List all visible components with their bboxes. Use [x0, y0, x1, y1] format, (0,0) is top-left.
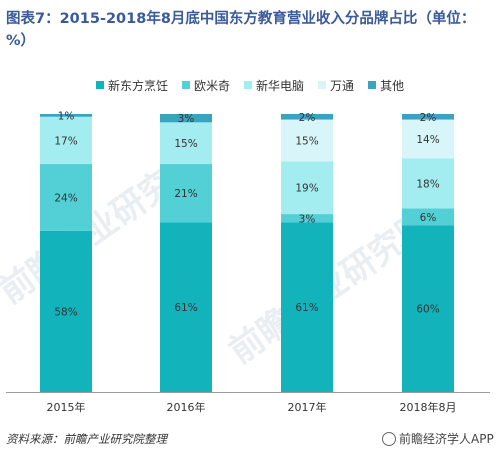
data-label-0-2: 17%	[54, 135, 77, 147]
data-label-2-4: 2%	[299, 112, 316, 124]
legend-item-0: 新东方烹饪	[96, 77, 168, 94]
legend-item-4: 其他	[368, 77, 404, 94]
data-label-0-4: 1%	[58, 110, 75, 122]
bar-2-3	[281, 119, 333, 162]
chart-legend: 新东方烹饪 欧米奇 新华电脑 万通 其他	[96, 76, 404, 94]
x-tick-label-0: 2015年	[47, 400, 86, 414]
data-label-1-0: 61%	[174, 302, 197, 314]
legend-swatch-3	[318, 81, 327, 89]
data-label-3-0: 60%	[416, 304, 439, 316]
legend-swatch-4	[368, 81, 377, 89]
data-label-3-2: 18%	[416, 179, 439, 191]
bar-3-4	[402, 114, 454, 120]
legend-label-0: 新东方烹饪	[108, 78, 169, 93]
bar-0-0	[40, 230, 92, 392]
data-label-3-1: 6%	[420, 212, 437, 224]
legend-swatch-2	[244, 81, 253, 89]
chart-title: 图表7：2015-2018年8月底中国东方教育营业收入分品牌占比（单位：%）	[6, 11, 476, 49]
data-label-0-1: 24%	[54, 192, 77, 204]
bar-2-2	[281, 161, 333, 215]
legend-item-3: 万通	[318, 77, 354, 94]
data-label-1-1: 21%	[174, 188, 197, 200]
data-label-1-4: 3%	[178, 113, 195, 125]
bar-3-3	[402, 119, 454, 159]
data-label-3-4: 2%	[420, 112, 437, 124]
bar-1-2	[160, 122, 212, 165]
bar-1-1	[160, 164, 212, 223]
bar-2-1	[281, 214, 333, 223]
data-label-0-0: 58%	[54, 306, 77, 318]
legend-label-3: 万通	[330, 78, 355, 93]
brand-label: 前瞻经济学人APP	[399, 432, 494, 446]
legend-swatch-1	[182, 81, 191, 89]
bar-1-0	[160, 222, 212, 392]
source-note: 资料来源：前瞻产业研究院整理	[6, 432, 167, 446]
legend-label-4: 其他	[380, 78, 405, 93]
legend-swatch-0	[96, 81, 104, 89]
legend-label-1: 欧米奇	[194, 78, 231, 93]
bar-2-4	[281, 114, 333, 120]
bar-3-1	[402, 208, 454, 226]
data-label-2-0: 61%	[295, 302, 318, 314]
bar-3-2	[402, 158, 454, 209]
legend-item-1: 欧米奇	[182, 77, 230, 94]
bar-3-0	[402, 225, 454, 392]
data-label-2-2: 19%	[295, 183, 318, 195]
data-label-1-2: 15%	[174, 138, 197, 150]
legend-item-2: 新华电脑	[244, 77, 304, 94]
data-label-2-1: 3%	[299, 213, 316, 225]
bar-0-4	[40, 114, 92, 117]
bar-1-4	[160, 114, 212, 123]
data-label-2-3: 15%	[295, 135, 318, 147]
data-label-3-3: 14%	[416, 134, 439, 146]
bar-0-2	[40, 116, 92, 165]
bar-0-1	[40, 164, 92, 231]
x-tick-label-3: 2018年8月	[400, 400, 457, 414]
brand-attribution: 前瞻经济学人APP	[382, 430, 494, 447]
x-tick-label-1: 2016年	[167, 400, 206, 414]
bar-2-0	[281, 222, 333, 392]
x-tick-label-2: 2017年	[288, 400, 327, 414]
legend-label-2: 新华电脑	[256, 78, 305, 93]
brand-logo-icon	[382, 431, 396, 446]
